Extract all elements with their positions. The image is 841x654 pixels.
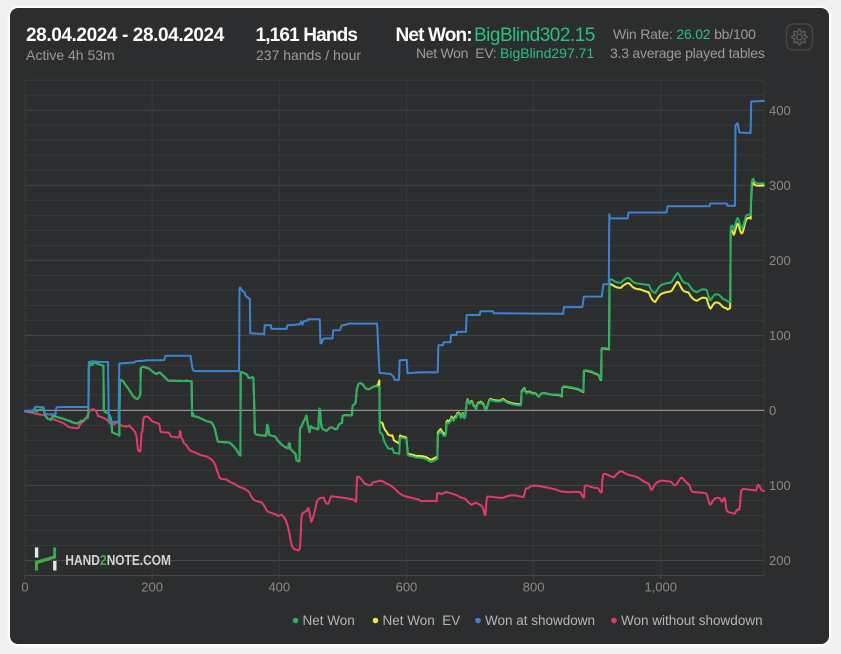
svg-text:Net Won EV: Net Won EV	[383, 613, 461, 628]
svg-text:200: 200	[769, 553, 791, 568]
svg-text:200: 200	[769, 253, 791, 268]
svg-text:0: 0	[21, 580, 28, 595]
svg-text:2: 2	[100, 553, 107, 569]
svg-text:300: 300	[769, 178, 791, 193]
svg-text:NOTE.COM: NOTE.COM	[107, 553, 171, 569]
svg-text:0: 0	[769, 403, 776, 418]
svg-text:HAND: HAND	[65, 553, 99, 569]
svg-text:400: 400	[769, 103, 791, 118]
svg-text:400: 400	[268, 580, 290, 595]
svg-text:600: 600	[396, 580, 418, 595]
svg-text:Net Won: Net Won	[303, 613, 355, 628]
svg-text:1,000: 1,000	[644, 580, 677, 595]
svg-text:100: 100	[769, 478, 791, 493]
svg-text:Won at showdown: Won at showdown	[485, 613, 595, 628]
svg-text:200: 200	[141, 580, 163, 595]
svg-text:Won without showdown: Won without showdown	[621, 613, 763, 628]
svg-text:100: 100	[769, 328, 791, 343]
svg-text:800: 800	[523, 580, 545, 595]
